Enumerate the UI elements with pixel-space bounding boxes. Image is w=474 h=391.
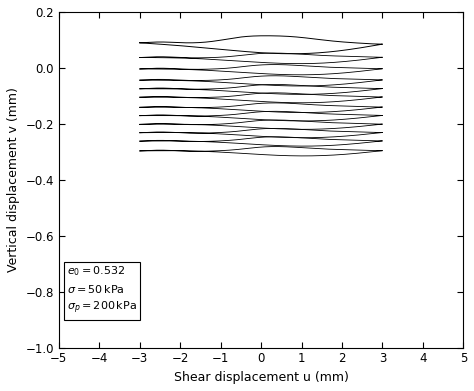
Y-axis label: Vertical displacement v (mm): Vertical displacement v (mm)	[7, 87, 20, 272]
Text: $e_0 = 0.532$
$\sigma = 50\,\mathrm{kPa}$
$\sigma_p = 200\,\mathrm{kPa}$: $e_0 = 0.532$ $\sigma = 50\,\mathrm{kPa}…	[67, 264, 137, 316]
X-axis label: Shear displacement u (mm): Shear displacement u (mm)	[173, 371, 348, 384]
